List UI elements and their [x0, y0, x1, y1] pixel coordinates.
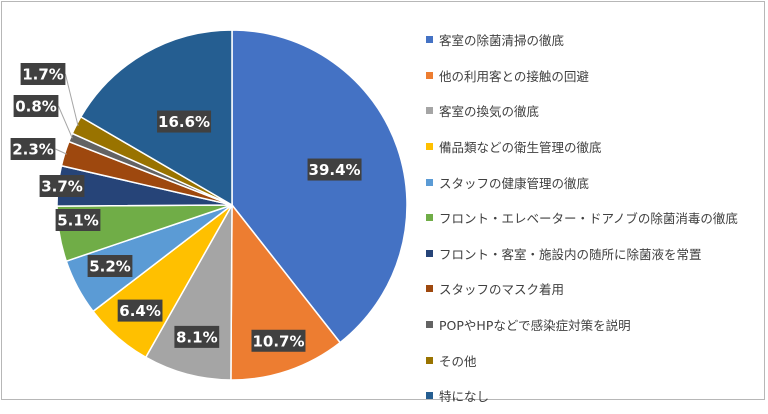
legend-label: 客室の除菌清掃の徹底	[439, 33, 565, 49]
data-label-text: 2.3%	[12, 141, 54, 159]
data-label-box	[157, 110, 212, 133]
pie-chart: 39.4% 10.7% 8.1% 6.4% 5.2% 5.1% 3.7% 2.3% 0.8% 1.…	[10, 29, 408, 381]
pie-slice	[231, 29, 408, 344]
legend-label: フロント・客室・施設内の随所に除菌液を常置	[439, 246, 702, 262]
legend-swatch	[426, 321, 433, 329]
data-label-box	[55, 209, 101, 231]
legend-item: 客室の換気の徹底	[426, 93, 762, 129]
legend-label: 特になし	[439, 389, 490, 405]
data-label-text: 3.7%	[41, 178, 83, 196]
legend-swatch	[426, 107, 433, 115]
chart-area: 39.4% 10.7% 8.1% 6.4% 5.2% 5.1% 3.7% 2.3% 0.8% 1.…	[1, 1, 765, 404]
legend-item: フロント・エレベーター・ドアノブの除菌消毒の徹底	[426, 200, 762, 236]
legend-label: 他の利用客との接触の回避	[439, 68, 589, 84]
data-label-text: 6.4%	[119, 302, 161, 320]
data-label: 8.1%	[174, 325, 220, 348]
data-label-box	[174, 325, 220, 348]
data-label: 0.8%	[13, 95, 59, 117]
data-label-text: 5.1%	[57, 212, 99, 230]
legend-swatch	[426, 178, 433, 186]
legend-swatch	[426, 392, 433, 400]
legend-item: その他	[426, 342, 762, 378]
legend-label: 客室の換気の徹底	[439, 104, 540, 120]
legend-item: フロント・客室・施設内の随所に除菌液を常置	[426, 236, 762, 272]
leader-line	[57, 105, 73, 139]
legend-label: 備品類などの衛生管理の徹底	[439, 140, 602, 156]
legend-item: 備品類などの衛生管理の徹底	[426, 129, 762, 165]
legend-swatch	[426, 143, 433, 151]
legend-item: 客室の除菌清掃の徹底	[426, 22, 762, 58]
data-label-box	[307, 158, 362, 181]
data-label: 5.2%	[87, 255, 133, 277]
data-label: 1.7%	[20, 63, 66, 85]
legend-swatch	[426, 356, 433, 364]
legend-label: スタッフのマスク着用	[439, 282, 565, 298]
data-label-box	[10, 138, 56, 160]
data-label: 6.4%	[117, 299, 163, 322]
data-label-text: 1.7%	[22, 66, 64, 84]
leader-line	[55, 148, 67, 155]
data-label: 10.7%	[251, 329, 306, 352]
legend-item: 他の利用客との接触の回避	[426, 58, 762, 94]
data-label-text: 10.7%	[252, 332, 304, 350]
legend-swatch	[426, 285, 433, 293]
data-label: 2.3%	[10, 138, 56, 160]
data-label-box	[251, 329, 306, 352]
legend: 客室の除菌清掃の徹底他の利用客との接触の回避 客室の換気の徹底備品類などの衛生管理…	[426, 22, 762, 414]
data-label-text: 16.6%	[158, 113, 210, 131]
pie-slice	[79, 29, 233, 207]
data-label-text: 5.2%	[89, 258, 131, 276]
legend-item: スタッフの健康管理の徹底	[426, 164, 762, 200]
data-label-text: 8.1%	[176, 328, 218, 346]
legend-swatch	[426, 214, 433, 222]
legend-item: 特になし	[426, 378, 762, 414]
data-label-text: 0.8%	[15, 98, 57, 116]
data-label-box	[87, 255, 133, 277]
legend-swatch	[426, 36, 433, 44]
legend-item: スタッフのマスク着用	[426, 271, 762, 307]
data-label-box	[39, 175, 85, 197]
legend-swatch	[426, 249, 433, 257]
data-label: 16.6%	[157, 110, 212, 133]
data-label-box	[13, 95, 59, 117]
data-label-box	[117, 299, 163, 322]
data-label: 3.7%	[39, 175, 85, 197]
legend-label: POPやHPなどで感染症対策を説明	[439, 318, 631, 334]
data-label: 5.1%	[55, 209, 101, 231]
leader-line	[64, 73, 79, 127]
data-label: 39.4%	[307, 158, 362, 181]
legend-swatch	[426, 71, 433, 79]
data-label-box	[20, 63, 66, 85]
data-label-text: 39.4%	[309, 161, 361, 179]
legend-label: スタッフの健康管理の徹底	[439, 175, 590, 191]
legend-item: POPやHPなどで感染症対策を説明	[426, 307, 762, 343]
legend-label: その他	[439, 353, 477, 369]
legend-label: フロント・エレベーター・ドアノブの除菌消毒の徹底	[439, 211, 738, 227]
